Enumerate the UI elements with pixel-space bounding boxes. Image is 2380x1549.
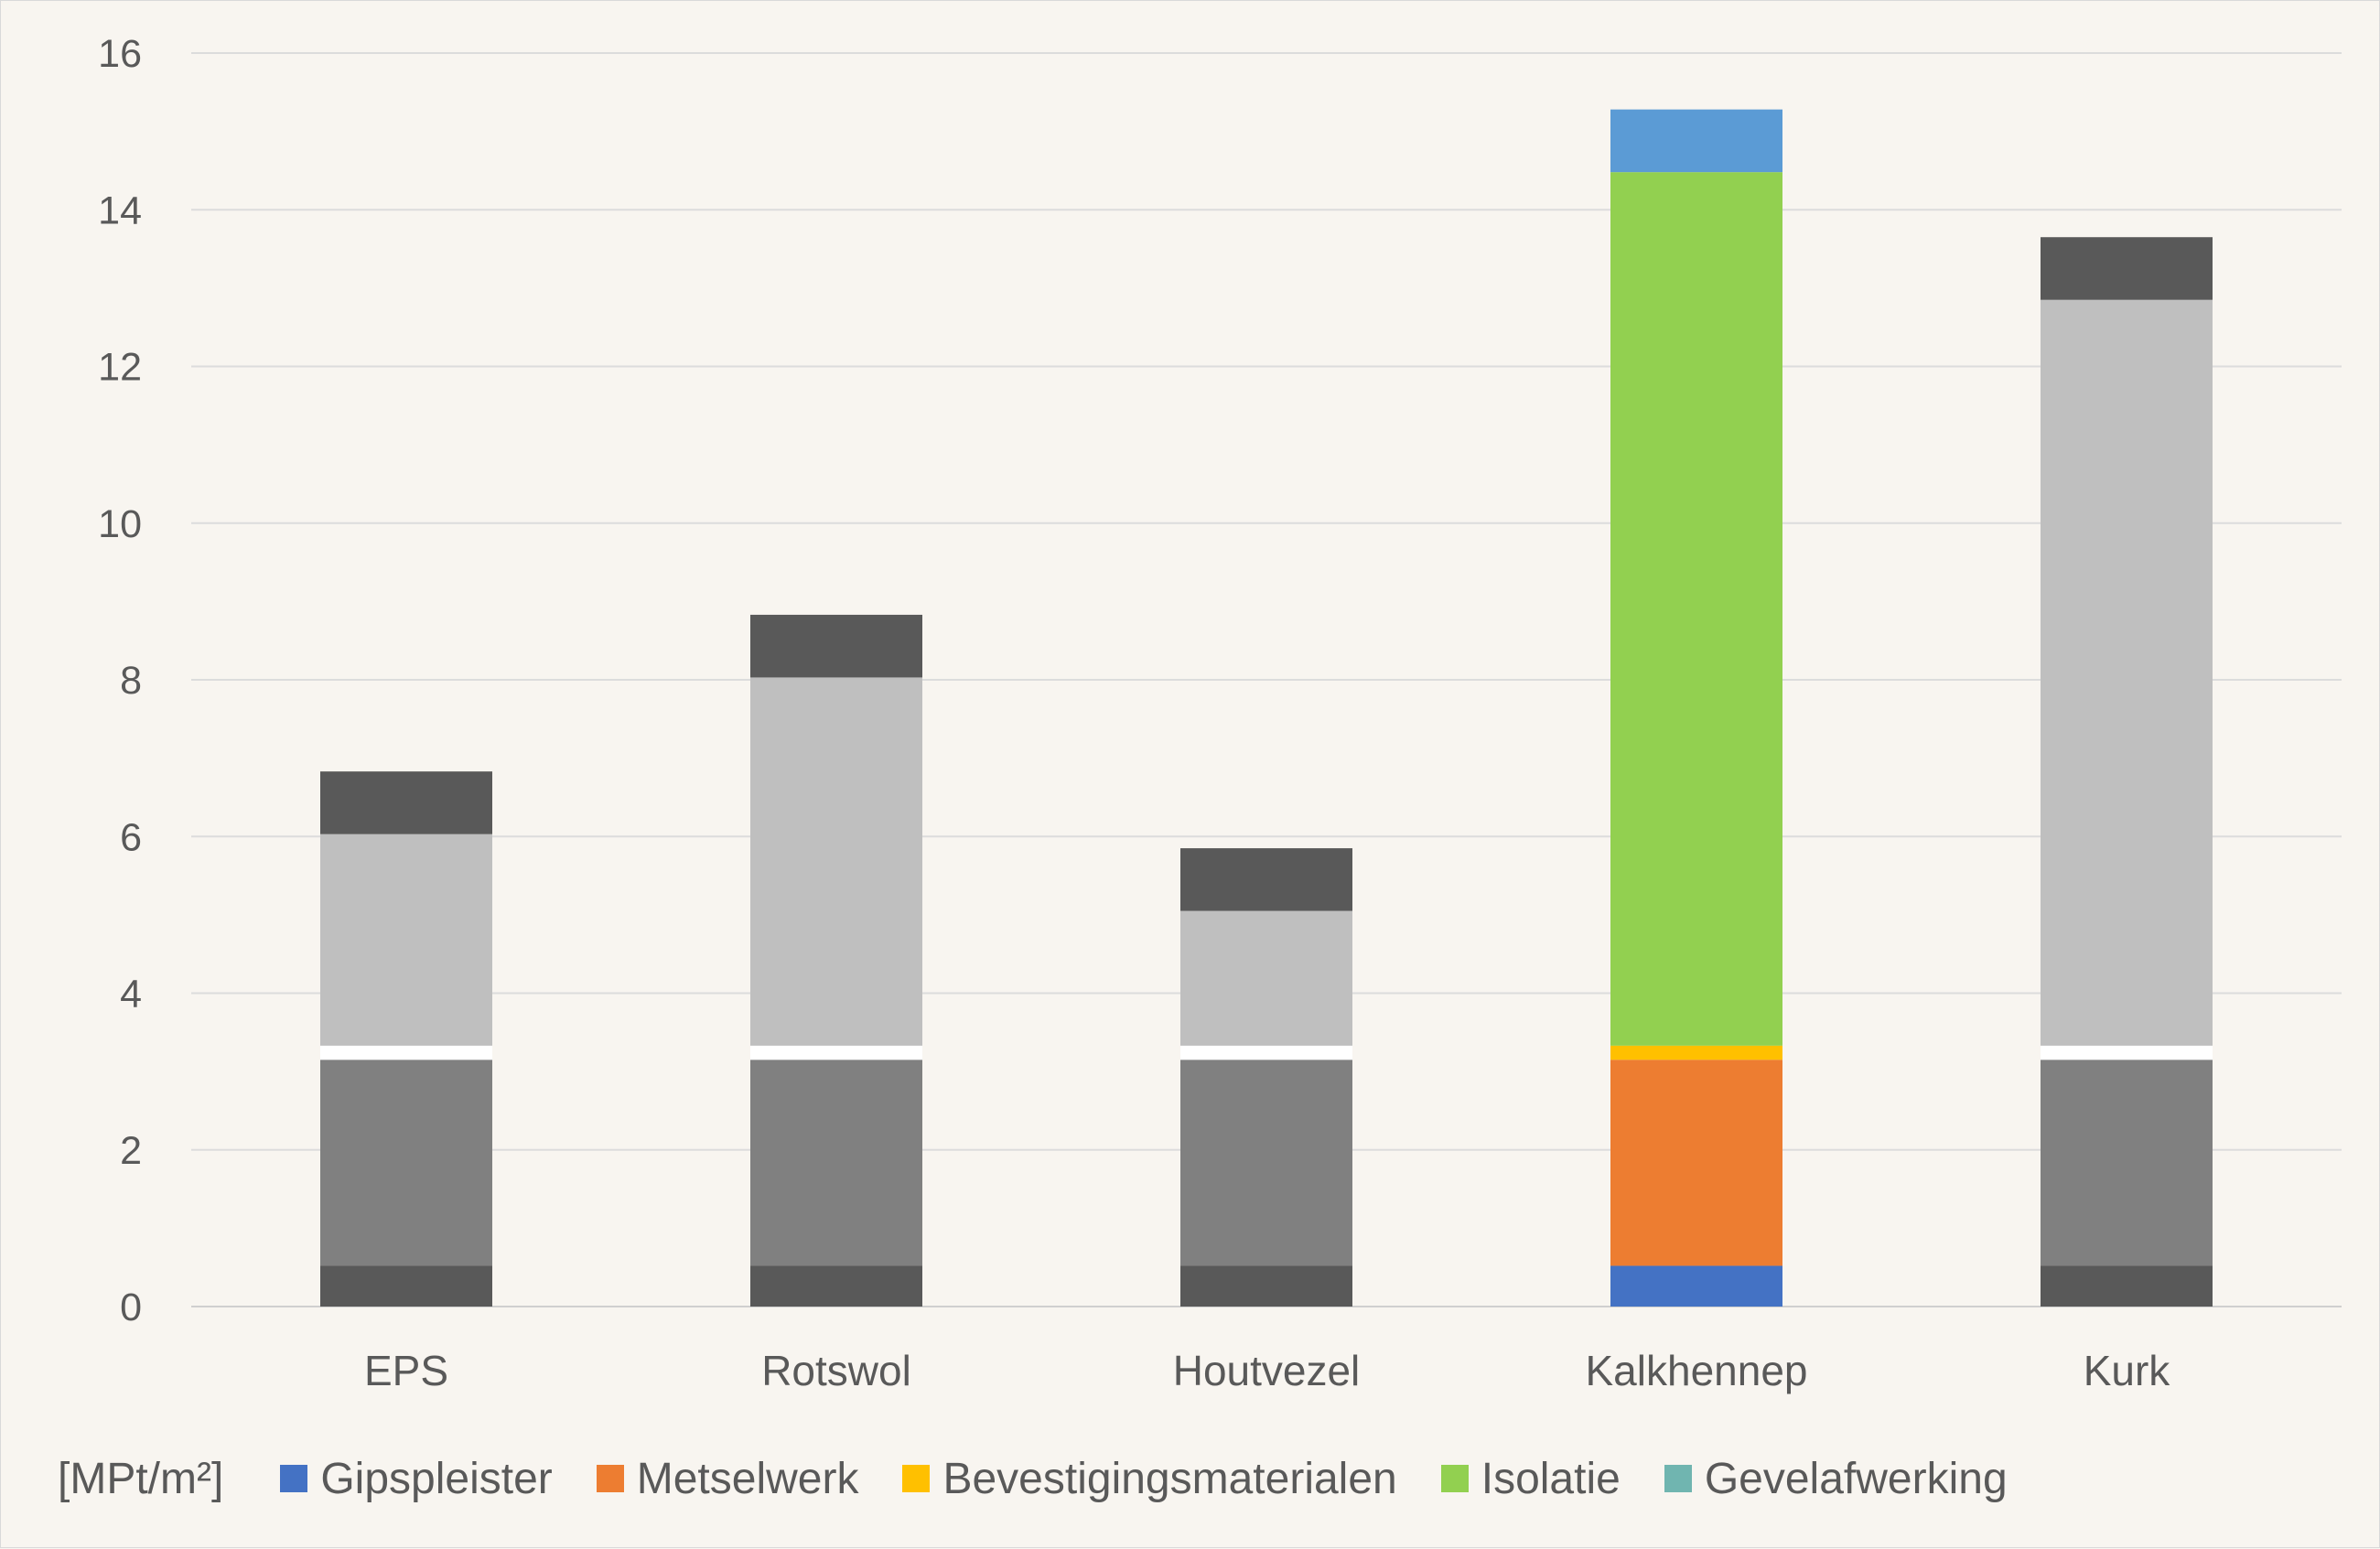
y-tick-label: 4 [120,973,142,1017]
legend-item: Gevelafwerking [1664,1454,2008,1504]
bar-segment [750,1060,922,1266]
bars [320,109,2213,1307]
bar-segment [1610,1060,1782,1266]
bar-segment [1610,1045,1782,1060]
bar-segment [2041,1045,2213,1060]
y-tick-label: 0 [120,1285,142,1329]
unit-label: [MPt/m²] [58,1454,224,1503]
bar-segment [320,834,492,1046]
bar-segment [2041,1060,2213,1266]
x-category-label: Kalkhennep [1586,1347,1808,1394]
legend-label: Metselwerk [636,1454,859,1503]
bar-segment [2041,299,2213,1046]
gridlines [191,52,2342,1307]
bar-segment [750,1045,922,1060]
bar-segment [1180,1265,1352,1307]
legend-swatch [902,1465,931,1492]
bar-segment [320,1265,492,1307]
bar-segment [1180,848,1352,911]
bar-segment [320,771,492,834]
x-category-label: Kurk [2084,1347,2171,1394]
bar-segment [1610,172,1782,1046]
legend-label: Isolatie [1481,1454,1621,1503]
legend: [MPt/m²] Gipspleister Metselwerk Bevestigi… [58,1447,2052,1511]
y-tick-label: 8 [120,659,142,703]
legend-label: Bevestigingsmaterialen [942,1454,1397,1503]
y-tick-label: 10 [98,502,142,546]
bar-segment [1180,910,1352,1046]
bar-segment [2041,237,2213,300]
legend-swatch [1440,1465,1469,1492]
y-tick-label: 2 [120,1129,142,1173]
legend-item: Metselwerk [596,1454,859,1504]
legend-swatch [1664,1465,1692,1492]
bar-segment [750,677,922,1046]
legend-swatch [596,1465,624,1492]
legend-item: Isolatie [1440,1454,1621,1504]
bar-segment [1180,1060,1352,1266]
bar-segment [750,1265,922,1307]
legend-item: Gipspleister [280,1454,553,1504]
bar-segment [320,1060,492,1266]
bar-segment [320,1045,492,1060]
axis-labels: 0 2 4 6 8 10 12 14 16 EPS Rotswol Houtvezel Kalkhenn… [98,32,2170,1394]
legend-label: Gevelafwerking [1704,1454,2008,1503]
y-tick-label: 14 [98,188,142,232]
bar-segment [1610,109,1782,173]
bar-segment [1180,1045,1352,1060]
y-tick-label: 12 [98,346,142,390]
x-category-label: Houtvezel [1173,1347,1361,1394]
legend-swatch [280,1465,308,1492]
legend-label: Gipspleister [320,1454,553,1503]
legend-item: Bevestigingsmaterialen [902,1454,1397,1504]
bar-segment [2041,1265,2213,1307]
x-category-label: Rotswol [761,1347,911,1394]
y-tick-label: 16 [98,32,142,76]
bar-segment [750,614,922,678]
bar-segment [1610,1265,1782,1307]
y-tick-label: 6 [120,815,142,859]
x-category-label: EPS [364,1347,448,1394]
